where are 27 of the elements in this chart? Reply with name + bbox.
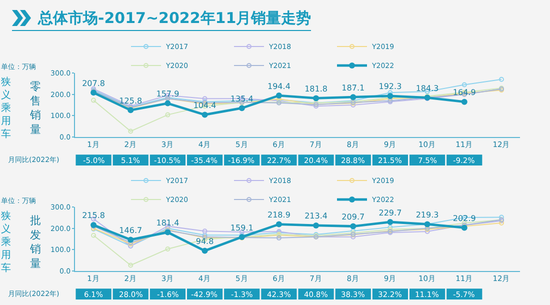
data-label: 164.9 bbox=[452, 88, 476, 98]
data-label: 94.8 bbox=[196, 237, 214, 246]
data-label: 194.4 bbox=[268, 82, 290, 91]
data-label: 181.4 bbox=[156, 218, 180, 228]
data-label: 192.3 bbox=[378, 82, 402, 92]
data-label: 184.3 bbox=[416, 84, 439, 93]
chart-title: 总体市场-2017~2022年11月销量走势 bbox=[38, 8, 312, 28]
data-label: 213.4 bbox=[304, 212, 328, 221]
data-label: 146.7 bbox=[119, 226, 142, 235]
data-label: 202.9 bbox=[452, 214, 476, 223]
data-label: 181.8 bbox=[304, 84, 328, 94]
data-label: 125.8 bbox=[119, 96, 142, 106]
text: 零售销量 bbox=[29, 80, 41, 136]
data-label: 219.3 bbox=[416, 210, 439, 220]
data-label: 207.8 bbox=[82, 78, 105, 88]
data-label: 104.4 bbox=[193, 100, 216, 110]
data-label: 187.1 bbox=[342, 83, 365, 92]
data-label: 135.4 bbox=[230, 94, 254, 104]
data-label: 218.9 bbox=[268, 210, 290, 220]
y-axis-title: 狭义乘用车 bbox=[1, 210, 11, 274]
data-label: 215.8 bbox=[82, 211, 105, 220]
data-label: 159.1 bbox=[230, 223, 254, 232]
data-label: 209.7 bbox=[342, 212, 365, 222]
data-label: 157.9 bbox=[156, 90, 180, 99]
data-label: 229.7 bbox=[378, 208, 402, 218]
y-axis-title: 狭义乘用车 bbox=[1, 76, 11, 140]
text: 批发销量 bbox=[29, 214, 41, 270]
